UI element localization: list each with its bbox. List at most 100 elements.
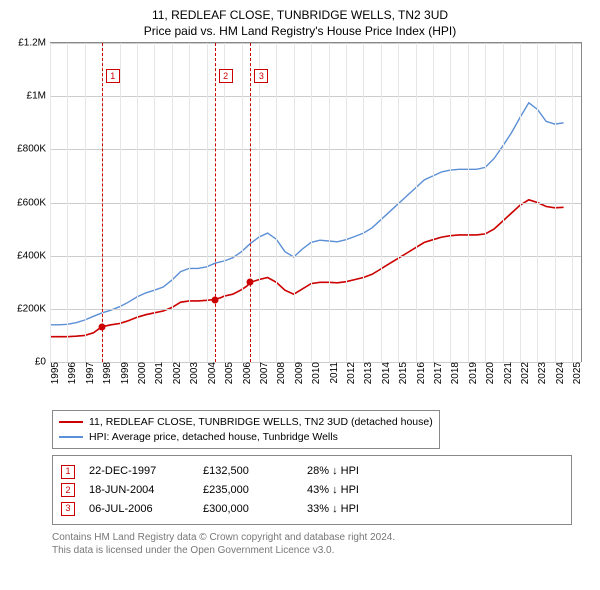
transaction-price: £235,000 — [203, 481, 293, 500]
x-axis-label: 1998 — [98, 362, 113, 384]
x-axis-label: 2013 — [359, 362, 374, 384]
x-axis-label: 2003 — [185, 362, 200, 384]
x-gridline — [259, 43, 260, 362]
transaction-row: 122-DEC-1997£132,50028% ↓ HPI — [61, 462, 563, 481]
x-axis-label: 2019 — [464, 362, 479, 384]
transaction-index-box: 3 — [61, 502, 75, 516]
x-axis-label: 2005 — [220, 362, 235, 384]
x-gridline — [572, 43, 573, 362]
transaction-delta: 33% ↓ HPI — [307, 500, 359, 519]
x-axis-label: 2020 — [481, 362, 496, 384]
transaction-row: 3 06-JUL-2006 £300,000 33% ↓ HPI — [61, 500, 563, 519]
x-axis-label: 2022 — [516, 362, 531, 384]
x-gridline — [172, 43, 173, 362]
transaction-index-box: 1 — [61, 465, 75, 479]
x-axis-label: 2016 — [412, 362, 427, 384]
x-gridline — [137, 43, 138, 362]
hpi-line — [50, 103, 564, 325]
price-line — [50, 200, 564, 337]
transaction-date: 18-JUN-2004 — [89, 481, 189, 500]
title-block: 11, REDLEAF CLOSE, TUNBRIDGE WELLS, TN2 … — [10, 8, 590, 38]
x-axis-label: 2007 — [255, 362, 270, 384]
footer-line-2: This data is licensed under the Open Gov… — [52, 544, 590, 557]
x-gridline — [50, 43, 51, 362]
x-axis-label: 2008 — [272, 362, 287, 384]
legend-row-red: 11, REDLEAF CLOSE, TUNBRIDGE WELLS, TN2 … — [59, 415, 433, 430]
y-axis-label: £600K — [17, 197, 50, 208]
transaction-marker: 1 — [106, 69, 120, 83]
x-axis-label: 2002 — [168, 362, 183, 384]
y-gridline — [50, 256, 581, 257]
transaction-marker: 2 — [219, 69, 233, 83]
x-gridline — [537, 43, 538, 362]
transaction-row: 2 18-JUN-2004 £235,000 43% ↓ HPI — [61, 481, 563, 500]
x-axis-label: 2004 — [203, 362, 218, 384]
x-axis-label: 2006 — [238, 362, 253, 384]
x-gridline — [346, 43, 347, 362]
x-axis-label: 2012 — [342, 362, 357, 384]
legend-label-red: 11, REDLEAF CLOSE, TUNBRIDGE WELLS, TN2 … — [89, 415, 433, 430]
y-gridline — [50, 203, 581, 204]
transaction-index-box: 2 — [61, 483, 75, 497]
price-paid-dot — [247, 279, 254, 286]
x-gridline — [485, 43, 486, 362]
x-gridline — [363, 43, 364, 362]
x-gridline — [450, 43, 451, 362]
x-axis-label: 2021 — [499, 362, 514, 384]
transactions-legend: 122-DEC-1997£132,50028% ↓ HPI218-JUN-200… — [52, 455, 572, 525]
x-axis-label: 2023 — [533, 362, 548, 384]
x-gridline — [294, 43, 295, 362]
transaction-marker: 3 — [254, 69, 268, 83]
x-axis-label: 2024 — [551, 362, 566, 384]
price-paid-dot — [211, 296, 218, 303]
x-gridline — [85, 43, 86, 362]
y-gridline — [50, 96, 581, 97]
x-axis-label: 1995 — [46, 362, 61, 384]
y-gridline — [50, 43, 581, 44]
x-axis-label: 2001 — [150, 362, 165, 384]
x-axis-label: 2010 — [307, 362, 322, 384]
x-axis-label: 2011 — [325, 362, 340, 384]
x-axis-label: 2018 — [446, 362, 461, 384]
transaction-vline — [102, 43, 103, 362]
y-gridline — [50, 309, 581, 310]
x-gridline — [555, 43, 556, 362]
transaction-delta: 43% ↓ HPI — [307, 481, 359, 500]
legend-swatch-blue — [59, 436, 83, 438]
x-axis-label: 1999 — [116, 362, 131, 384]
y-gridline — [50, 149, 581, 150]
x-gridline — [276, 43, 277, 362]
legend-row-blue: HPI: Average price, detached house, Tunb… — [59, 430, 433, 445]
x-gridline — [120, 43, 121, 362]
x-gridline — [329, 43, 330, 362]
legend-label-blue: HPI: Average price, detached house, Tunb… — [89, 430, 338, 445]
x-axis-label: 2017 — [429, 362, 444, 384]
transaction-vline — [250, 43, 251, 362]
chart-container: 11, REDLEAF CLOSE, TUNBRIDGE WELLS, TN2 … — [0, 0, 600, 590]
legend-swatch-red — [59, 421, 83, 423]
x-gridline — [468, 43, 469, 362]
x-gridline — [154, 43, 155, 362]
x-gridline — [207, 43, 208, 362]
x-gridline — [433, 43, 434, 362]
x-gridline — [189, 43, 190, 362]
chart-subtitle: Price paid vs. HM Land Registry's House … — [10, 24, 590, 38]
transaction-price: £300,000 — [203, 500, 293, 519]
x-gridline — [503, 43, 504, 362]
series-legend: 11, REDLEAF CLOSE, TUNBRIDGE WELLS, TN2 … — [52, 410, 440, 449]
transaction-price: £132,500 — [203, 462, 293, 481]
price-paid-dot — [98, 323, 105, 330]
x-gridline — [398, 43, 399, 362]
transaction-date: 06-JUL-2006 — [89, 500, 189, 519]
x-axis-label: 1997 — [81, 362, 96, 384]
x-gridline — [520, 43, 521, 362]
transaction-vline — [215, 43, 216, 362]
x-axis-label: 2009 — [290, 362, 305, 384]
y-axis-label: £800K — [17, 144, 50, 155]
x-axis-label: 2014 — [377, 362, 392, 384]
footer-attribution: Contains HM Land Registry data © Crown c… — [52, 531, 590, 557]
chart-title-address: 11, REDLEAF CLOSE, TUNBRIDGE WELLS, TN2 … — [10, 8, 590, 22]
x-gridline — [242, 43, 243, 362]
y-axis-label: £1M — [27, 91, 50, 102]
transaction-date: 22-DEC-1997 — [89, 462, 189, 481]
